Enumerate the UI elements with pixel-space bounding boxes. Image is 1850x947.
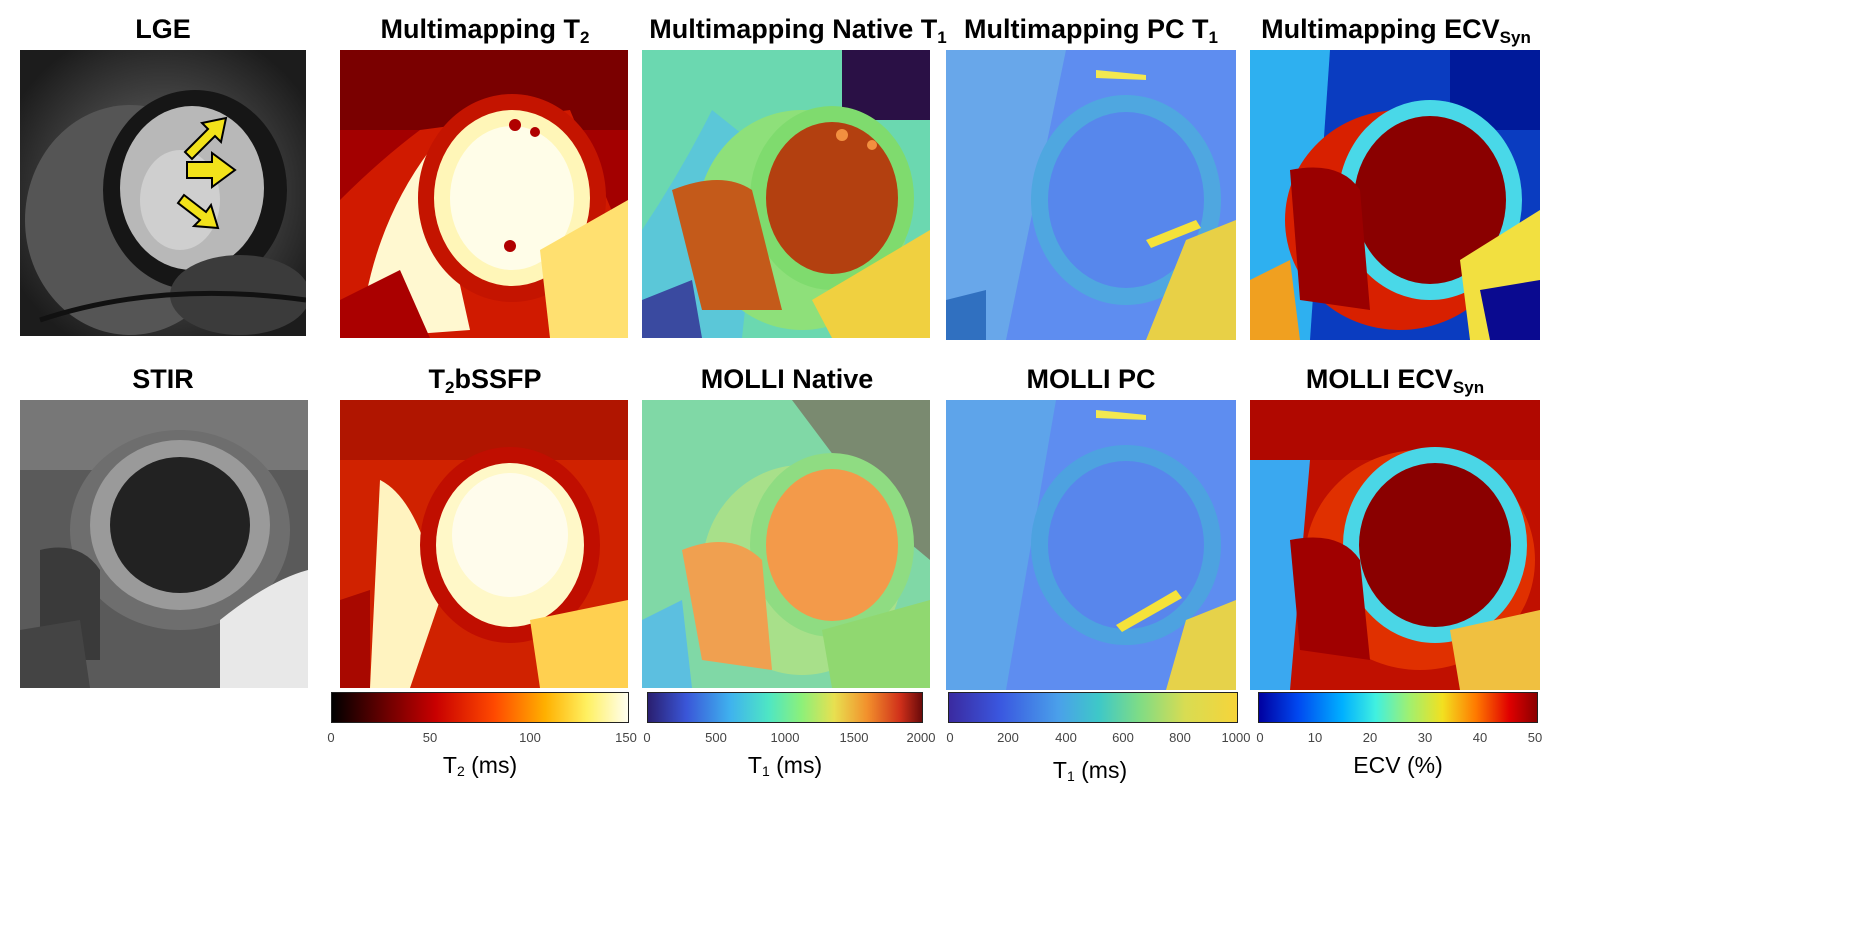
colorbar-t1-pc-tick: 1000 xyxy=(1221,730,1251,745)
molli-ecv-map xyxy=(1250,400,1540,690)
title-multimapping-t2: Multimapping T2 xyxy=(380,14,590,47)
colorbar-t1-pc-tick: 200 xyxy=(997,730,1019,745)
colorbar-ecv-tick: 10 xyxy=(1307,730,1323,745)
multimapping-t2-map xyxy=(340,50,628,338)
colorbar-t1-native-tick: 2000 xyxy=(906,730,936,745)
colorbar-ecv-tick: 30 xyxy=(1417,730,1433,745)
colorbar-t1-native-tick: 0 xyxy=(643,730,651,745)
colorbar-t1-pc xyxy=(948,692,1238,723)
lge-image xyxy=(20,50,306,336)
colorbar-ecv-tick: 40 xyxy=(1472,730,1488,745)
molli-native-map xyxy=(642,400,930,688)
molli-pc-map xyxy=(946,400,1236,690)
colorbar-t1-pc-tick: 400 xyxy=(1055,730,1077,745)
colorbar-t1-pc-tick: 600 xyxy=(1112,730,1134,745)
colorbar-t2-tick: 100 xyxy=(519,730,541,745)
colorbar-t2-tick: 0 xyxy=(327,730,335,745)
multimapping-ecv-map xyxy=(1250,50,1540,340)
colorbar-t1-native xyxy=(647,692,923,723)
colorbar-ecv-label: ECV (%) xyxy=(1353,752,1443,778)
colorbar-t2-tick: 50 xyxy=(422,730,438,745)
colorbar-ecv-tick: 50 xyxy=(1527,730,1543,745)
arrow-icon xyxy=(176,116,237,230)
arrows-group xyxy=(176,116,237,230)
colorbar-t2-label: T2 (ms) xyxy=(442,752,518,779)
colorbar-ecv-tick: 20 xyxy=(1362,730,1378,745)
colorbar-t1-pc-tick: 0 xyxy=(946,730,954,745)
title-multimapping-pc-t1: Multimapping PC T1 xyxy=(964,14,1218,47)
colorbar-t1-pc-label: T1 (ms) xyxy=(1052,757,1128,784)
colorbar-t1-pc-tick: 800 xyxy=(1169,730,1191,745)
t2bssfp-map xyxy=(340,400,628,688)
colorbar-t1-native-tick: 1000 xyxy=(770,730,800,745)
title-molli-pc: MOLLI PC xyxy=(1026,364,1156,394)
title-multimapping-native-t1: Multimapping Native T1 xyxy=(649,14,947,47)
title-molli-native: MOLLI Native xyxy=(700,364,874,394)
colorbar-t1-native-tick: 500 xyxy=(705,730,727,745)
colorbar-t2-tick: 150 xyxy=(615,730,637,745)
colorbar-t2 xyxy=(331,692,629,723)
title-t2bssfp: T2bSSFP xyxy=(428,364,542,397)
multimapping-native-t1-map xyxy=(642,50,930,338)
title-multimapping-ecv: Multimapping ECVSyn xyxy=(1261,14,1531,47)
colorbar-ecv-tick: 0 xyxy=(1256,730,1264,745)
colorbar-t1-native-tick: 1500 xyxy=(839,730,869,745)
title-lge: LGE xyxy=(135,14,191,44)
colorbar-ecv xyxy=(1258,692,1538,723)
colorbar-t1-native-label: T1 (ms) xyxy=(747,752,823,779)
title-stir: STIR xyxy=(132,364,194,394)
stir-image xyxy=(20,400,308,688)
title-molli-ecv: MOLLI ECVSyn xyxy=(1305,364,1485,397)
multimapping-pc-t1-map xyxy=(946,50,1236,340)
